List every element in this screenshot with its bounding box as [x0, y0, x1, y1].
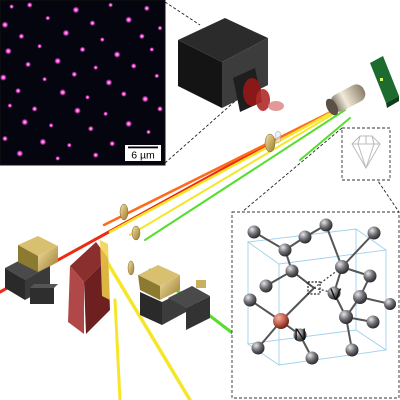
fluorescent-spot: [7, 103, 13, 108]
fluorescent-spot: [103, 111, 108, 117]
fluorescent-spot: [21, 118, 29, 126]
fluorescent-spot: [79, 46, 86, 53]
fluorescent-spot: [89, 20, 96, 26]
yellow-laser-beam: [98, 248, 192, 400]
diamond-inset: [341, 127, 391, 181]
fluorescent-spot: [130, 63, 137, 69]
fluorescent-spot: [93, 65, 99, 70]
fluorescent-spot: [87, 125, 94, 132]
light-source-right: [138, 265, 210, 330]
fluorescent-spot: [157, 106, 163, 112]
fluorescent-spot: [154, 73, 160, 79]
fluorescent-spot: [125, 120, 133, 128]
diamond-sample-plate: [370, 56, 399, 108]
fluorescent-spot: [59, 89, 67, 96]
green-laser-beam: [144, 109, 346, 241]
beam-splitters: [119, 130, 282, 276]
fluorescent-spot: [66, 142, 72, 148]
nitrogen-atom: [273, 313, 289, 329]
fluorescent-spot: [48, 123, 54, 128]
camera: [178, 18, 284, 112]
fluorescent-spot: [113, 51, 121, 58]
fluorescent-spot: [18, 33, 25, 40]
fluorescent-spot: [109, 140, 116, 147]
fluorescent-spot: [45, 15, 51, 21]
fluorescent-spot: [139, 33, 145, 40]
yellow-laser-beam: [129, 109, 341, 236]
prism-dichroic: [68, 240, 110, 334]
fluorescent-spot: [42, 76, 47, 82]
fluorescent-spot: [15, 87, 21, 94]
fluorescent-spot: [16, 150, 24, 157]
fluorescent-spot: [2, 135, 8, 142]
fluorescent-spot: [125, 16, 133, 24]
fluorescent-spot: [72, 6, 80, 14]
fluorescent-spot: [26, 2, 33, 8]
fluorescent-spot: [1, 21, 9, 29]
objective-lens: [325, 84, 366, 116]
orange-laser-beam: [102, 98, 357, 227]
vacancy-site: [307, 281, 321, 295]
fluorescent-spot: [37, 43, 42, 49]
yellow-laser-beam: [108, 98, 357, 234]
fluorescence-image-inset: 6 µm: [0, 0, 166, 166]
carbon-atoms: [243, 218, 396, 365]
fluorescent-spot: [146, 129, 151, 135]
fluorescent-spot: [54, 57, 62, 65]
scale-bar-label: 6 µm: [131, 150, 155, 162]
fluorescent-spot: [143, 5, 150, 12]
fluorescent-spot: [25, 61, 31, 68]
fluorescent-spot: [0, 74, 7, 81]
fluorescent-spot: [62, 29, 70, 37]
fluorescent-spot: [39, 138, 47, 146]
fluorescent-spot: [99, 37, 105, 42]
fluorescent-spot: [141, 95, 149, 103]
fluorescent-spot: [31, 106, 38, 112]
green-laser-beam: [299, 117, 351, 161]
diamond-icon: [351, 135, 381, 169]
fluorescent-spot: [9, 4, 15, 9]
fluorescent-spot: [108, 2, 113, 8]
fluorescent-spot: [92, 152, 99, 159]
fluorescent-spot: [74, 107, 81, 114]
light-source-left: [5, 236, 58, 304]
yellow-laser-beam: [113, 298, 122, 400]
vacancy-label: V: [330, 285, 342, 304]
fluorescent-spot: [105, 79, 113, 86]
fluorescent-spot: [120, 91, 127, 97]
fluorescent-spot: [55, 156, 61, 161]
nv-center-lattice-inset: V N: [231, 211, 400, 399]
fluorescent-spot: [157, 25, 163, 31]
scale-bar: 6 µm: [125, 145, 161, 162]
fluorescent-spot: [149, 47, 155, 52]
fluorescent-spot: [85, 94, 90, 100]
fluorescent-spot: [4, 47, 12, 55]
nitrogen-label: N: [294, 325, 306, 344]
fluorescent-spot: [71, 71, 78, 78]
